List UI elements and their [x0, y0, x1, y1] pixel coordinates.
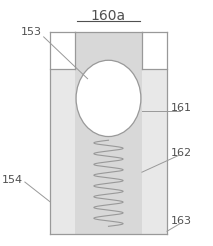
Bar [75, 32, 142, 234]
Text: 162: 162 [171, 148, 192, 157]
Text: 153: 153 [21, 27, 42, 37]
Text: 161: 161 [171, 103, 192, 113]
Text: 163: 163 [171, 216, 192, 226]
Text: 154: 154 [2, 175, 23, 184]
Text: 160a: 160a [91, 9, 126, 23]
Bar [50, 32, 75, 69]
Bar [50, 32, 167, 234]
Bar [142, 32, 167, 69]
Circle shape [76, 60, 141, 137]
